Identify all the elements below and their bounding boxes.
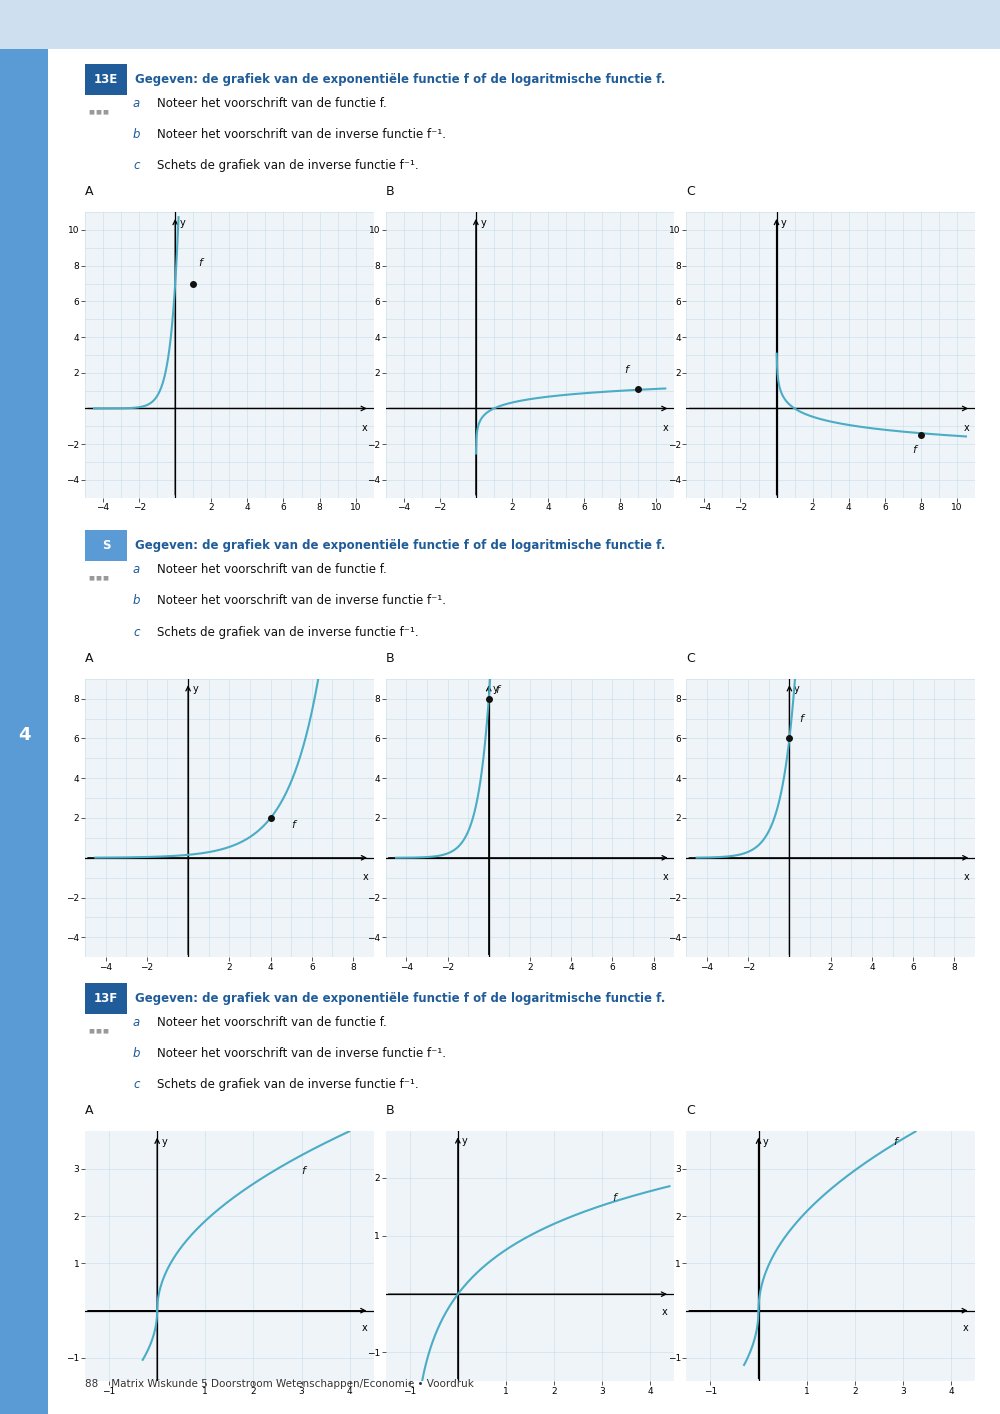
Text: A: A (85, 185, 94, 198)
Text: Gegeven: de grafiek van de exponentiële functie f of de logaritmische functie f.: Gegeven: de grafiek van de exponentiële … (135, 72, 665, 86)
Text: Gegeven: de grafiek van de exponentiële functie f of de logaritmische functie f.: Gegeven: de grafiek van de exponentiële … (135, 539, 665, 553)
Text: A: A (85, 1104, 94, 1117)
Text: ■: ■ (102, 109, 108, 115)
Text: Noteer het voorschrift van de inverse functie f⁻¹.: Noteer het voorschrift van de inverse fu… (157, 1046, 446, 1060)
Text: B: B (386, 1104, 394, 1117)
Text: y: y (763, 1137, 769, 1147)
Text: ■: ■ (95, 109, 101, 115)
Text: y: y (480, 218, 486, 228)
Text: Noteer het voorschrift van de inverse functie f⁻¹.: Noteer het voorschrift van de inverse fu… (157, 127, 446, 141)
Text: x: x (362, 871, 368, 882)
Text: Gegeven: de grafiek van de exponentiële functie f of de logaritmische functie f.: Gegeven: de grafiek van de exponentiële … (135, 991, 665, 1005)
Text: Noteer het voorschrift van de functie f.: Noteer het voorschrift van de functie f. (157, 563, 387, 577)
Text: f: f (893, 1137, 897, 1147)
Text: a: a (133, 96, 140, 110)
Text: ■: ■ (88, 109, 94, 115)
Text: f: f (199, 257, 203, 267)
Text: x: x (662, 1307, 668, 1316)
Text: y: y (462, 1135, 468, 1147)
Text: B: B (386, 652, 394, 665)
Text: f: f (800, 714, 804, 724)
Text: b: b (133, 1046, 140, 1060)
Text: Schets de grafiek van de inverse functie f⁻¹.: Schets de grafiek van de inverse functie… (157, 625, 419, 639)
Text: C: C (686, 185, 695, 198)
Text: Noteer het voorschrift van de functie f.: Noteer het voorschrift van de functie f. (157, 1015, 387, 1029)
Text: f: f (291, 820, 295, 830)
Text: y: y (781, 218, 787, 228)
Text: ■: ■ (88, 1028, 94, 1034)
Text: x: x (663, 423, 668, 433)
Text: Noteer het voorschrift van de functie f.: Noteer het voorschrift van de functie f. (157, 96, 387, 110)
Text: y: y (180, 218, 185, 228)
Text: Noteer het voorschrift van de inverse functie f⁻¹.: Noteer het voorschrift van de inverse fu… (157, 594, 446, 608)
Text: b: b (133, 127, 140, 141)
Text: ■: ■ (102, 1028, 108, 1034)
Text: y: y (493, 684, 499, 694)
Text: f: f (912, 445, 916, 455)
Text: y: y (161, 1137, 167, 1147)
Text: 4: 4 (18, 727, 30, 744)
Text: a: a (133, 1015, 140, 1029)
Text: f: f (495, 684, 499, 694)
Text: Schets de grafiek van de inverse functie f⁻¹.: Schets de grafiek van de inverse functie… (157, 1077, 419, 1092)
Text: x: x (663, 871, 669, 882)
Text: y: y (794, 684, 800, 694)
Text: C: C (686, 652, 695, 665)
Text: y: y (192, 684, 198, 694)
Text: S: S (102, 539, 110, 553)
Text: ■: ■ (95, 1028, 101, 1034)
Text: x: x (963, 423, 969, 433)
Text: x: x (361, 1324, 367, 1333)
Text: A: A (85, 652, 94, 665)
Text: B: B (386, 185, 394, 198)
Text: ■: ■ (88, 575, 94, 581)
Text: ■: ■ (95, 575, 101, 581)
Text: x: x (362, 423, 368, 433)
Text: 13E: 13E (94, 72, 118, 86)
Text: f: f (302, 1165, 305, 1175)
Text: b: b (133, 594, 140, 608)
Text: 88    Matrix Wiskunde 5 Doorstroom Wetenschappen/Economie • Voordruk: 88 Matrix Wiskunde 5 Doorstroom Wetensch… (85, 1379, 474, 1389)
Text: f: f (612, 1193, 616, 1203)
Text: c: c (133, 158, 140, 173)
Text: x: x (963, 1324, 969, 1333)
Text: x: x (964, 871, 969, 882)
Text: f: f (624, 365, 628, 375)
Text: C: C (686, 1104, 695, 1117)
Text: 13F: 13F (94, 991, 118, 1005)
Text: Schets de grafiek van de inverse functie f⁻¹.: Schets de grafiek van de inverse functie… (157, 158, 419, 173)
Text: c: c (133, 625, 140, 639)
Text: c: c (133, 1077, 140, 1092)
Text: ■: ■ (102, 575, 108, 581)
Text: a: a (133, 563, 140, 577)
